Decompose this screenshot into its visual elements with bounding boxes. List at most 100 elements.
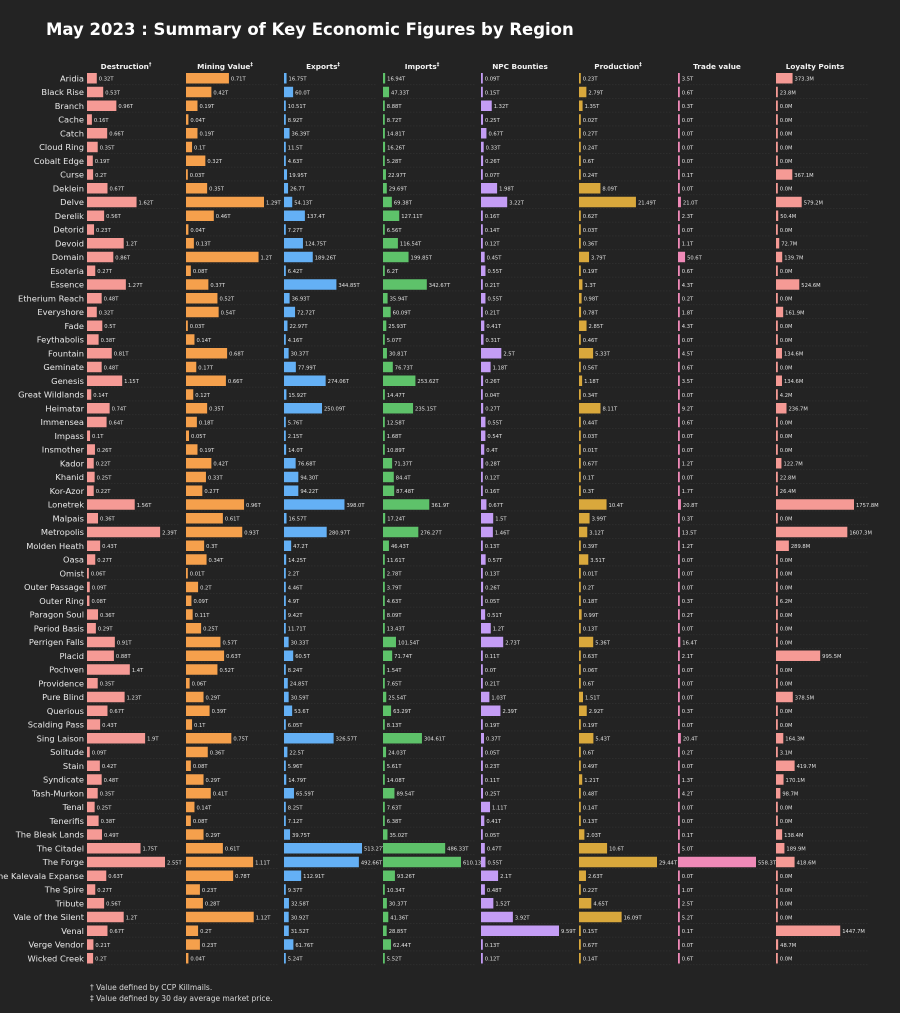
value-label: 5.33T bbox=[595, 352, 611, 358]
bar bbox=[678, 114, 680, 125]
bar bbox=[481, 86, 483, 98]
value-label: 0.38T bbox=[101, 338, 117, 344]
value-label: 1.12T bbox=[256, 915, 272, 921]
bar bbox=[284, 348, 289, 359]
value-label: 4.2T bbox=[682, 792, 694, 798]
bar bbox=[776, 375, 782, 386]
value-label: 30.92T bbox=[291, 915, 310, 921]
bar bbox=[776, 650, 821, 661]
value-label: 0.55T bbox=[487, 269, 503, 275]
value-label: 0.0T bbox=[682, 228, 694, 234]
bar bbox=[87, 540, 101, 551]
value-label: 0.39T bbox=[583, 544, 599, 550]
value-label: 4.16T bbox=[288, 338, 304, 344]
bar bbox=[87, 623, 96, 634]
bar bbox=[481, 788, 484, 799]
value-label: 0.12T bbox=[485, 957, 501, 963]
value-label: 6.2M bbox=[780, 599, 793, 605]
value-label: 1.0T bbox=[682, 888, 694, 894]
bar bbox=[284, 375, 326, 386]
bar bbox=[678, 540, 680, 551]
value-label: 0.0T bbox=[485, 668, 497, 674]
value-label: 0.61T bbox=[225, 847, 241, 853]
bar bbox=[284, 238, 303, 249]
bar bbox=[284, 471, 299, 483]
value-label: 236.7M bbox=[789, 407, 808, 413]
bar bbox=[186, 416, 197, 428]
bar bbox=[284, 485, 299, 496]
value-label: 8.09T bbox=[387, 613, 403, 619]
value-label: 5.24T bbox=[288, 957, 304, 963]
bar bbox=[383, 568, 385, 579]
value-label: 7.12T bbox=[288, 819, 304, 825]
bar bbox=[186, 705, 210, 716]
bar bbox=[186, 884, 200, 895]
bar bbox=[284, 430, 286, 441]
bar bbox=[579, 609, 582, 620]
bar bbox=[481, 416, 486, 428]
value-label: 486.33T bbox=[447, 847, 469, 853]
bar bbox=[579, 884, 581, 895]
value-label: 0.56T bbox=[583, 365, 599, 371]
bar bbox=[383, 361, 393, 373]
bar bbox=[383, 210, 400, 221]
bar bbox=[87, 856, 165, 868]
value-label: 0.35T bbox=[100, 145, 116, 151]
value-label: 0.22T bbox=[583, 888, 599, 894]
value-label: 0.67T bbox=[109, 709, 125, 715]
bar bbox=[481, 856, 486, 868]
value-label: 0.0M bbox=[780, 448, 793, 454]
bar bbox=[776, 733, 784, 744]
value-label: 0.25T bbox=[485, 792, 501, 798]
bar bbox=[284, 86, 294, 98]
value-label: 0.26T bbox=[485, 379, 501, 385]
value-label: 1.2T bbox=[682, 544, 694, 550]
bar bbox=[284, 650, 294, 661]
region-label: Kador bbox=[60, 458, 85, 468]
bar bbox=[383, 843, 446, 854]
value-label: 14.08T bbox=[387, 778, 406, 784]
bar bbox=[481, 100, 492, 111]
bar bbox=[87, 719, 101, 730]
bar bbox=[87, 348, 112, 359]
value-label: 13.43T bbox=[387, 627, 406, 633]
bar bbox=[776, 554, 778, 565]
value-label: 0.18T bbox=[199, 420, 215, 426]
bar bbox=[776, 141, 778, 153]
bar bbox=[579, 293, 582, 304]
bar bbox=[87, 458, 94, 469]
value-label: 77.99T bbox=[298, 365, 317, 371]
bar bbox=[481, 155, 484, 166]
value-label: 0.0M bbox=[780, 365, 793, 371]
value-label: 17.24T bbox=[387, 517, 406, 523]
bar bbox=[87, 650, 114, 661]
value-label: 189.9M bbox=[786, 847, 805, 853]
value-label: 0.63T bbox=[583, 654, 599, 660]
region-label: Heimatar bbox=[45, 403, 84, 413]
bar bbox=[87, 183, 108, 194]
value-label: 14.25T bbox=[288, 558, 307, 564]
bar bbox=[776, 155, 778, 166]
value-label: 9.37T bbox=[288, 888, 304, 894]
value-label: 0.0M bbox=[780, 434, 793, 440]
bar bbox=[186, 361, 197, 373]
bar bbox=[186, 238, 194, 249]
value-label: 5.52T bbox=[387, 957, 403, 963]
value-label: 0.25T bbox=[97, 475, 113, 481]
value-label: 0.0T bbox=[682, 393, 694, 399]
value-label: 289.8M bbox=[791, 544, 810, 550]
bar bbox=[579, 73, 581, 84]
value-label: 0.15T bbox=[583, 929, 599, 935]
bar bbox=[87, 953, 94, 964]
bar bbox=[87, 636, 115, 648]
value-label: 1.11T bbox=[255, 860, 271, 866]
value-label: 0.05T bbox=[191, 434, 207, 440]
region-label: Tribute bbox=[55, 898, 84, 908]
bar bbox=[383, 664, 385, 675]
value-label: 0.27T bbox=[485, 407, 501, 413]
bar bbox=[776, 183, 778, 194]
bar bbox=[678, 348, 680, 359]
value-label: 2.39T bbox=[162, 530, 178, 536]
value-label: 0.3T bbox=[206, 544, 218, 550]
bar bbox=[383, 348, 387, 359]
